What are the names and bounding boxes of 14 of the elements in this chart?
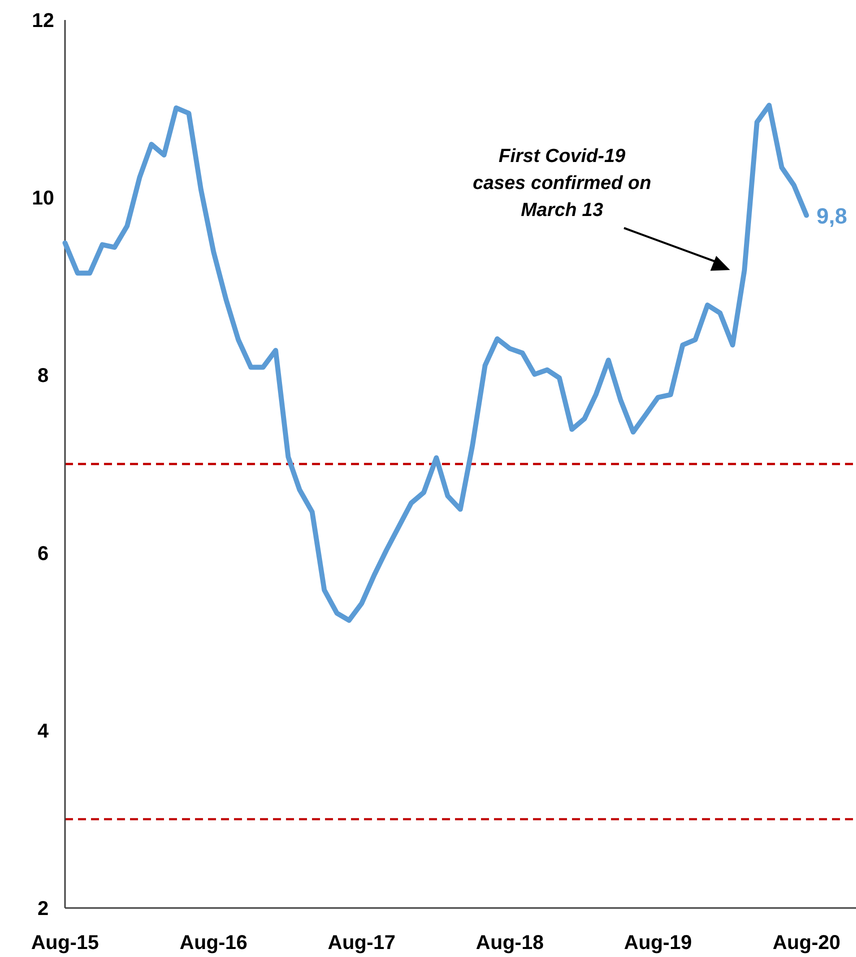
y-tick-label: 2 (37, 898, 49, 920)
x-tick-label: Aug-19 (624, 932, 692, 954)
y-tick-label: 4 (37, 720, 50, 742)
y-tick-label: 6 (37, 542, 49, 565)
x-tick-label: Aug-18 (476, 932, 544, 954)
y-tick-label: 10 (32, 188, 54, 210)
x-tick-label: Aug-15 (31, 932, 99, 954)
x-tick-label: Aug-20 (772, 932, 840, 954)
x-tick-label: Aug-16 (180, 932, 248, 954)
data-label: 9,8 (816, 203, 848, 228)
annotation: First Covid-19 cases confirmed on March 13 (472, 146, 652, 221)
y-tick-label: 8 (37, 365, 49, 388)
y-tick-label: 12 (32, 10, 54, 32)
x-tick-label: Aug-17 (328, 932, 396, 954)
